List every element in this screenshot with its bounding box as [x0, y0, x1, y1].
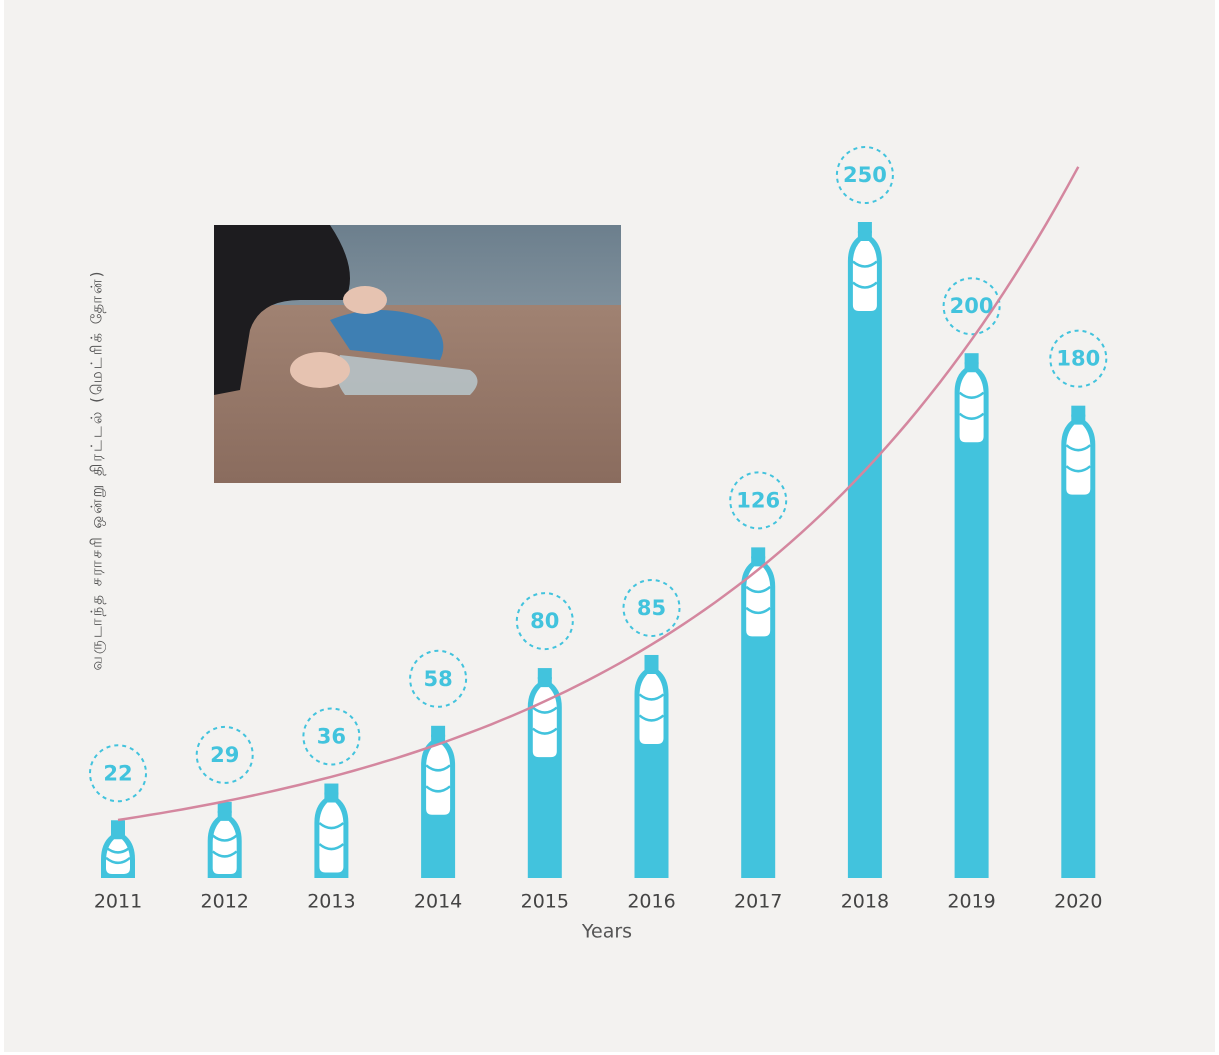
- bottle-inner: [640, 674, 664, 744]
- bottle-inner: [853, 241, 877, 311]
- bar: [848, 231, 882, 878]
- photo: [214, 225, 621, 483]
- bottle: [848, 222, 882, 878]
- value-label: 36: [317, 725, 346, 749]
- bottle-inner: [319, 803, 343, 873]
- x-tick-label: 2011: [94, 891, 142, 913]
- value-label: 80: [530, 609, 559, 633]
- background: [4, 0, 1215, 1052]
- bottle: [741, 547, 775, 878]
- value-label: 58: [423, 667, 452, 691]
- x-tick-label: 2016: [627, 891, 675, 913]
- x-tick-label: 2013: [307, 891, 355, 913]
- x-tick-label: 2014: [414, 891, 462, 913]
- value-label: 200: [950, 294, 994, 318]
- bottle: [635, 655, 669, 878]
- value-label: 85: [637, 596, 666, 620]
- bottle: [955, 353, 989, 878]
- x-tick-label: 2017: [734, 891, 782, 913]
- value-label: 250: [843, 163, 887, 187]
- x-axis-label: Years: [581, 921, 632, 943]
- bottle-inner: [213, 821, 237, 874]
- value-label: 29: [210, 743, 239, 767]
- value-label: 22: [103, 761, 132, 785]
- value-label: 180: [1056, 347, 1100, 371]
- chart: வருடாந்த சராசரி ஒன்று திரட்டல் (மெட்ரிக்…: [0, 0, 1219, 1055]
- x-tick-label: 2019: [947, 891, 995, 913]
- bottle: [1061, 406, 1095, 878]
- bottle: [528, 668, 562, 878]
- x-tick-label: 2012: [201, 891, 249, 913]
- x-tick-label: 2020: [1054, 891, 1102, 913]
- bottle-inner: [1066, 425, 1090, 495]
- value-label: 126: [736, 488, 780, 512]
- y-axis-label: வருடாந்த சராசரி ஒன்று திரட்டல் (மெட்ரிக்…: [88, 270, 106, 671]
- bottle-inner: [960, 372, 984, 442]
- bottle-inner: [426, 745, 450, 815]
- x-tick-label: 2015: [521, 891, 569, 913]
- x-tick-label: 2018: [841, 891, 889, 913]
